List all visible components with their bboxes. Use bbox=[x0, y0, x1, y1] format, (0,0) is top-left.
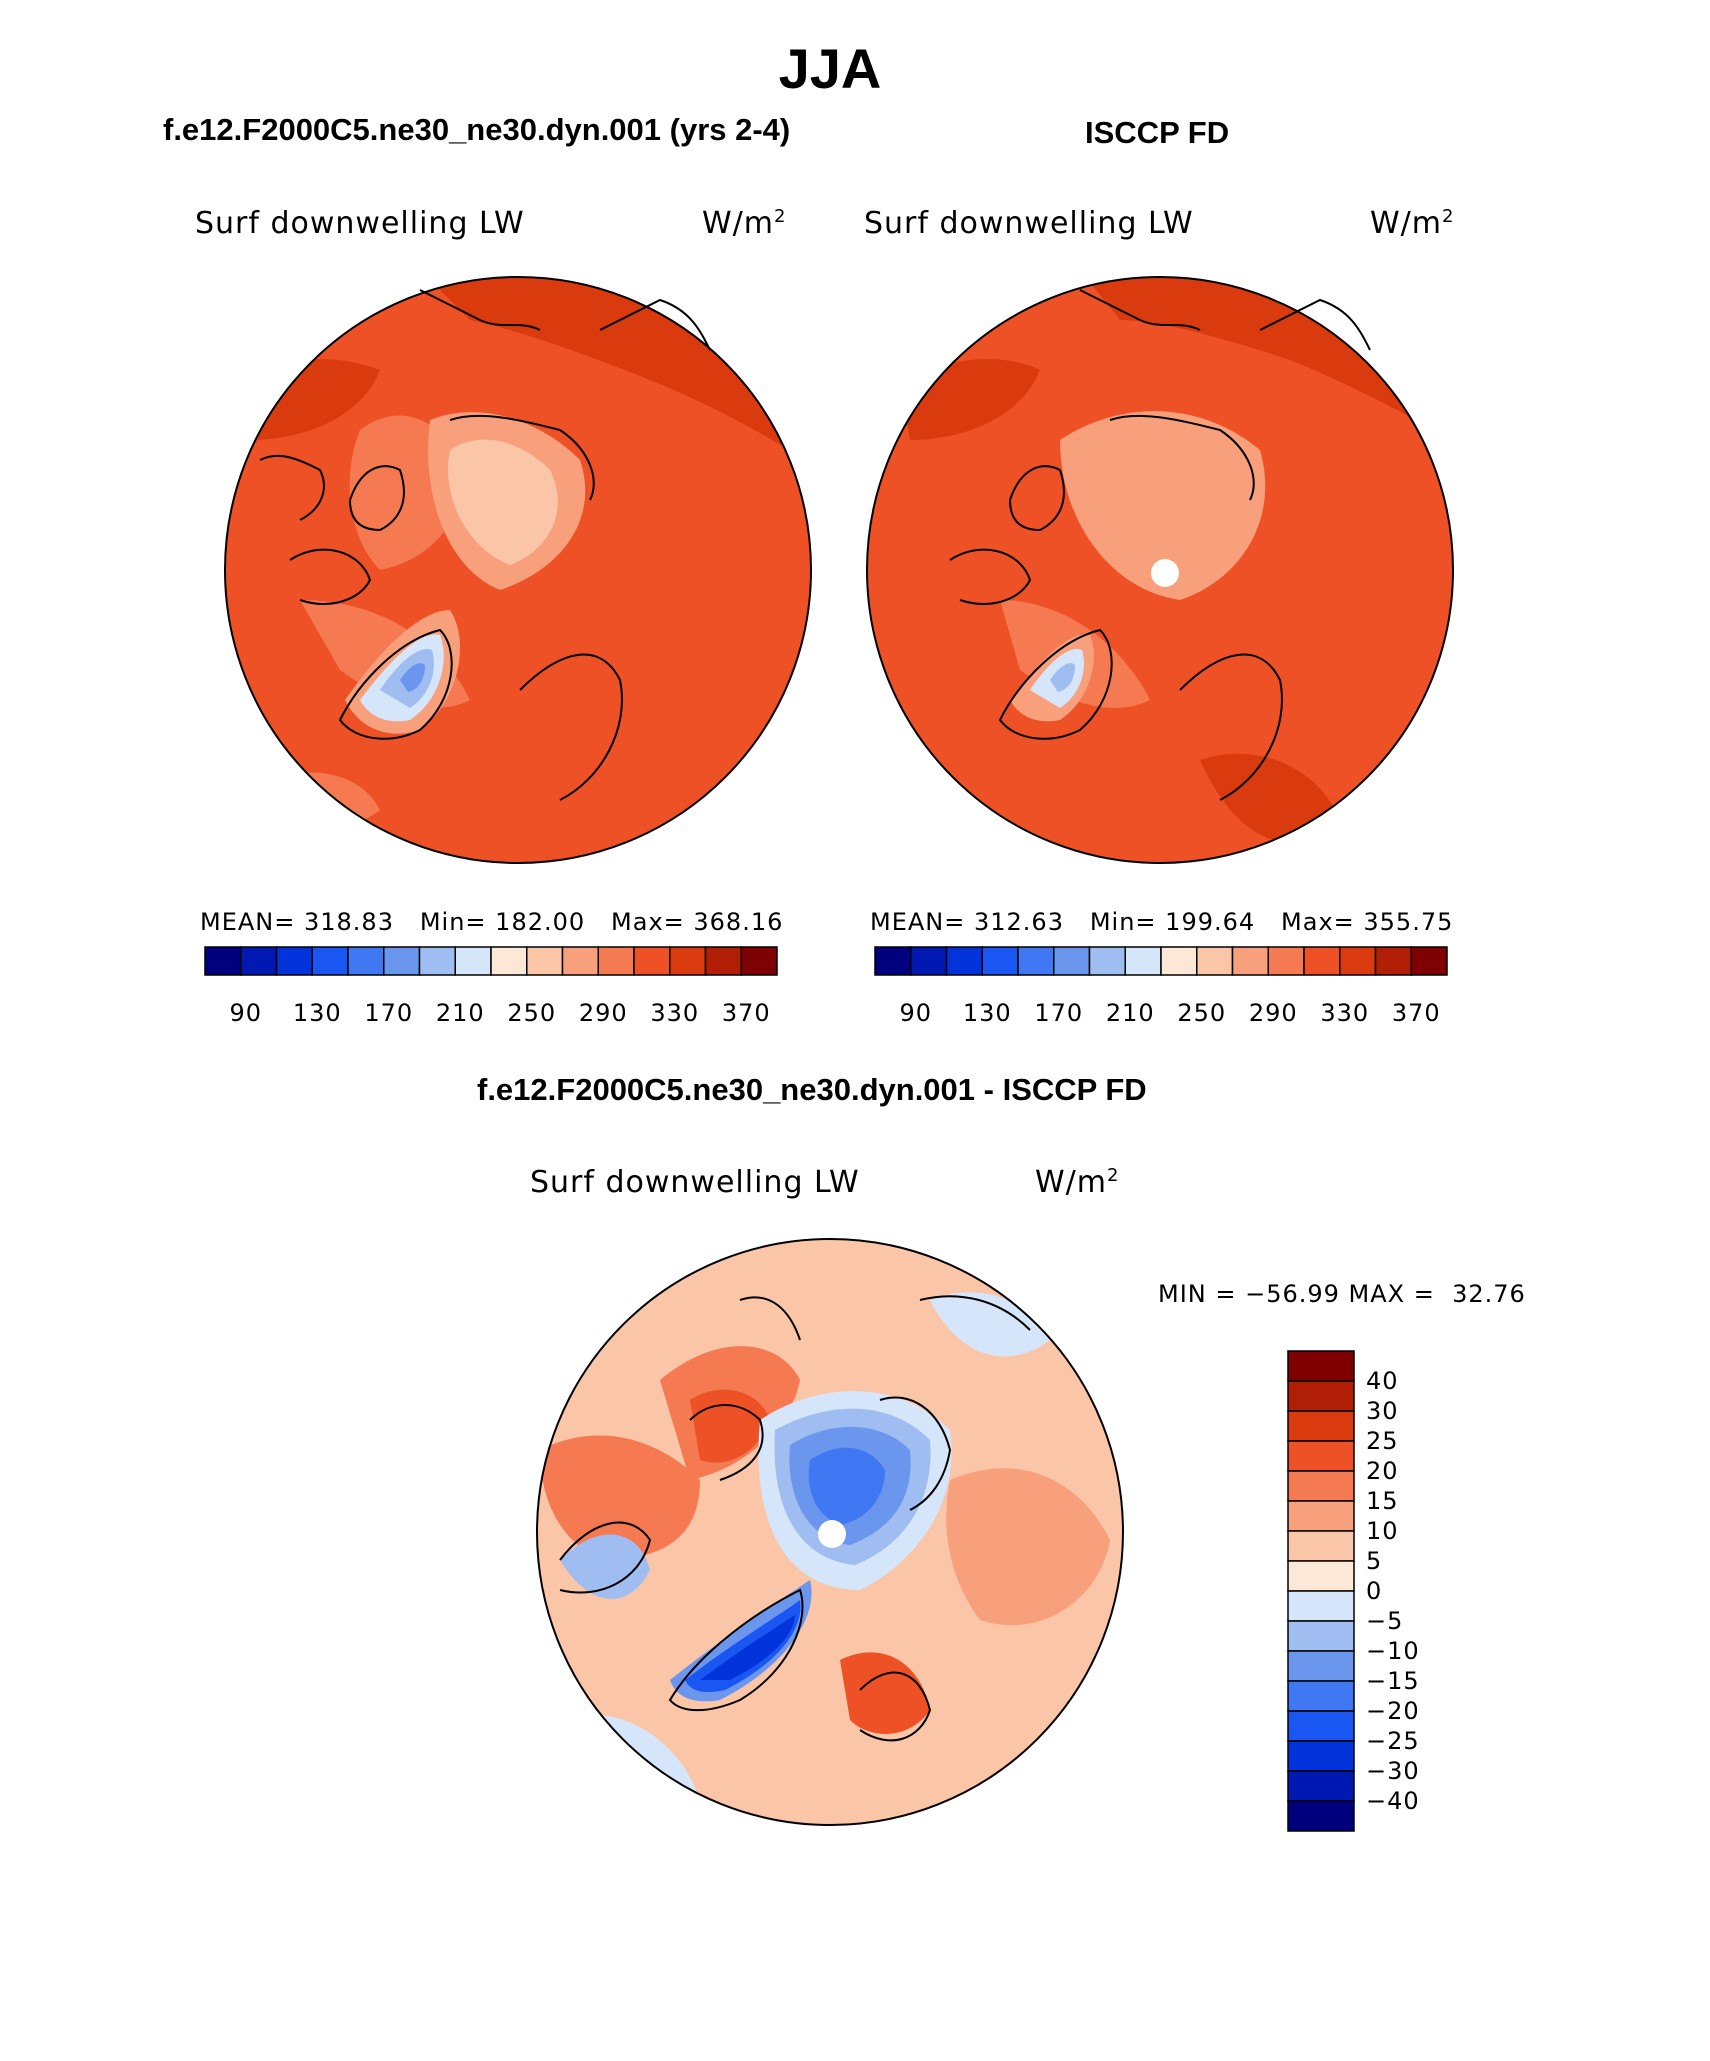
colorbar-tick-label: 170 bbox=[1034, 999, 1084, 1027]
colorbar-tick-label: 370 bbox=[1391, 999, 1441, 1027]
colorbar-swatch bbox=[561, 946, 599, 976]
colorbar-tick-label: −30 bbox=[1366, 1757, 1420, 1785]
colorbar-swatch bbox=[1287, 1650, 1355, 1682]
colorbar-swatch bbox=[1287, 1710, 1355, 1742]
colorbar-swatch bbox=[1267, 946, 1305, 976]
colorbar-swatch bbox=[1287, 1500, 1355, 1532]
panel-2-stats: MEAN= 312.63 Min= 199.64 Max= 355.75 bbox=[870, 908, 1454, 936]
colorbar-swatch bbox=[1303, 946, 1341, 976]
panel-1-variable-label: Surf downwelling LW bbox=[195, 206, 525, 241]
colorbar-swatch bbox=[1196, 946, 1234, 976]
colorbar-tick-label: 250 bbox=[507, 999, 557, 1027]
colorbar-swatch bbox=[704, 946, 742, 976]
colorbar-tick-label: −10 bbox=[1366, 1637, 1420, 1665]
diff-panel-variable-label: Surf downwelling LW bbox=[530, 1165, 860, 1200]
colorbar-swatch bbox=[1410, 946, 1448, 976]
colorbar-tick-label: 0 bbox=[1366, 1577, 1383, 1605]
colorbar-swatch bbox=[1287, 1620, 1355, 1652]
panel-2-colorbar bbox=[874, 946, 1448, 976]
colorbar-tick-label: 130 bbox=[962, 999, 1012, 1027]
colorbar-tick-label: 90 bbox=[229, 999, 263, 1027]
colorbar-swatch bbox=[1339, 946, 1377, 976]
colorbar-swatch bbox=[1160, 946, 1198, 976]
panel-2-units-label: W/m2 bbox=[1370, 206, 1455, 241]
colorbar-tick-label: 30 bbox=[1366, 1397, 1399, 1425]
colorbar-swatch bbox=[981, 946, 1019, 976]
colorbar-swatch bbox=[1287, 1530, 1355, 1562]
colorbar-tick-label: 10 bbox=[1366, 1517, 1399, 1545]
figure-title: JJA bbox=[778, 37, 882, 100]
colorbar-swatch bbox=[490, 946, 528, 976]
colorbar-tick-label: −15 bbox=[1366, 1667, 1420, 1695]
colorbar-swatch bbox=[526, 946, 564, 976]
colorbar-tick-label: 20 bbox=[1366, 1457, 1399, 1485]
colorbar-tick-label: 130 bbox=[292, 999, 342, 1027]
colorbar-tick-label: 25 bbox=[1366, 1427, 1399, 1455]
colorbar-tick-label: 90 bbox=[899, 999, 933, 1027]
panel-2-variable-label: Surf downwelling LW bbox=[864, 206, 1194, 241]
colorbar-tick-label: −20 bbox=[1366, 1697, 1420, 1725]
colorbar-swatch bbox=[1124, 946, 1162, 976]
colorbar-swatch bbox=[240, 946, 278, 976]
colorbar-swatch bbox=[945, 946, 983, 976]
colorbar-tick-label: 5 bbox=[1366, 1547, 1383, 1575]
panel-2-title: ISCCP FD bbox=[1085, 115, 1230, 150]
diff-panel-stats: MIN = −56.99 MAX = 32.76 bbox=[1158, 1280, 1526, 1308]
colorbar-tick-label: 290 bbox=[578, 999, 628, 1027]
colorbar-swatch bbox=[1287, 1350, 1355, 1382]
colorbar-tick-label: −5 bbox=[1366, 1607, 1404, 1635]
colorbar-swatch bbox=[740, 946, 778, 976]
colorbar-swatch bbox=[1017, 946, 1055, 976]
diff-panel-colorbar bbox=[1287, 1350, 1355, 1832]
colorbar-tick-label: 330 bbox=[650, 999, 700, 1027]
colorbar-tick-label: 15 bbox=[1366, 1487, 1399, 1515]
colorbar-swatch bbox=[204, 946, 242, 976]
diff-panel-units-label: W/m2 bbox=[1035, 1165, 1120, 1200]
panel-1-stats: MEAN= 318.83 Min= 182.00 Max= 368.16 bbox=[200, 908, 784, 936]
panel-1-units-label: W/m2 bbox=[702, 206, 787, 241]
colorbar-tick-label: −40 bbox=[1366, 1787, 1420, 1815]
colorbar-swatch bbox=[910, 946, 948, 976]
colorbar-swatch bbox=[1287, 1560, 1355, 1592]
colorbar-tick-label: 370 bbox=[721, 999, 771, 1027]
colorbar-tick-label: 210 bbox=[1105, 999, 1155, 1027]
colorbar-swatch bbox=[1287, 1680, 1355, 1712]
colorbar-swatch bbox=[1287, 1410, 1355, 1442]
colorbar-tick-label: 210 bbox=[435, 999, 485, 1027]
colorbar-swatch bbox=[1287, 1800, 1355, 1832]
colorbar-swatch bbox=[874, 946, 912, 976]
colorbar-tick-label: 330 bbox=[1320, 999, 1370, 1027]
colorbar-tick-label: −25 bbox=[1366, 1727, 1420, 1755]
colorbar-swatch bbox=[383, 946, 421, 976]
colorbar-tick-label: 290 bbox=[1248, 999, 1298, 1027]
colorbar-tick-label: 250 bbox=[1177, 999, 1227, 1027]
colorbar-tick-label: 170 bbox=[364, 999, 414, 1027]
diff-panel-title: f.e12.F2000C5.ne30_ne30.dyn.001 - ISCCP … bbox=[477, 1072, 1147, 1107]
panel-1-colorbar bbox=[204, 946, 778, 976]
colorbar-swatch bbox=[347, 946, 385, 976]
colorbar-swatch bbox=[454, 946, 492, 976]
colorbar-swatch bbox=[1287, 1380, 1355, 1412]
colorbar-swatch bbox=[1287, 1740, 1355, 1772]
colorbar-swatch bbox=[633, 946, 671, 976]
colorbar-swatch bbox=[275, 946, 313, 976]
colorbar-swatch bbox=[1287, 1440, 1355, 1472]
colorbar-swatch bbox=[1287, 1470, 1355, 1502]
colorbar-swatch bbox=[597, 946, 635, 976]
colorbar-swatch bbox=[1287, 1770, 1355, 1802]
colorbar-swatch bbox=[1287, 1590, 1355, 1622]
colorbar-swatch bbox=[311, 946, 349, 976]
panel-1-title: f.e12.F2000C5.ne30_ne30.dyn.001 (yrs 2-4… bbox=[163, 112, 791, 147]
colorbar-tick-label: 40 bbox=[1366, 1367, 1399, 1395]
